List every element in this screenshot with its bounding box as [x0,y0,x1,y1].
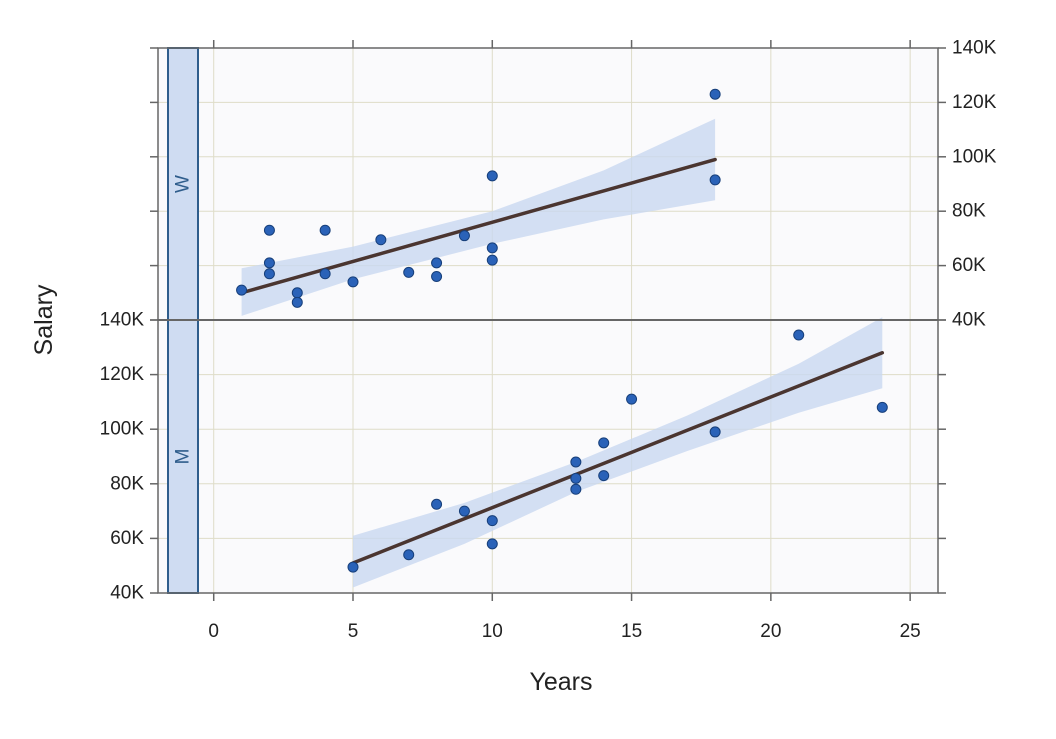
data-point [319,224,331,236]
data-point [263,268,275,280]
data-point [431,498,443,510]
panels-layer: WM [157,47,939,594]
data-point [431,257,443,269]
data-point [709,88,721,100]
data-point [793,329,805,341]
data-point [486,538,498,550]
strip-label: M [173,449,194,465]
data-point [375,234,387,246]
data-point [263,224,275,236]
data-point [458,230,470,242]
data-point [876,401,888,413]
x-tick-label: 25 [900,621,921,642]
regression-line [351,351,885,565]
data-point [486,515,498,527]
panel-W: W [157,47,939,321]
data-point [486,242,498,254]
data-point [570,456,582,468]
regression-line [239,157,717,295]
data-point [291,287,303,299]
strip-label: W [173,175,194,193]
data-point [403,549,415,561]
data-point [236,284,248,296]
data-point [709,426,721,438]
y-tick-label-right: 40K [952,310,986,331]
x-tick-label: 15 [621,621,642,642]
data-point [570,472,582,484]
y-axis-title: Salary [30,284,58,355]
data-point [626,393,638,405]
confidence-band [241,118,716,316]
strip-M [167,319,199,594]
data-point [486,170,498,182]
y-tick-label-left: 100K [100,419,145,440]
data-point [403,266,415,278]
y-tick-label-right: 120K [952,92,997,113]
y-tick-label-left: 80K [110,473,144,494]
panel-M: M [157,317,939,594]
x-tick-label: 10 [482,621,503,642]
data-point [263,257,275,269]
y-tick-label-right: 140K [952,38,997,59]
y-tick-label-left: 120K [100,364,145,385]
data-point [458,505,470,517]
y-tick-label-right: 80K [952,201,986,222]
x-tick-label: 20 [760,621,781,642]
data-point [431,270,443,282]
data-point [347,561,359,573]
data-point [486,254,498,266]
y-tick-label-right: 100K [952,146,997,167]
x-tick-label: 0 [208,621,219,642]
strip-W [167,47,199,321]
data-point [709,174,721,186]
data-point [598,470,610,482]
y-tick-label-left: 140K [100,310,145,331]
x-axis-title: Years [529,668,592,696]
y-tick-label-right: 60K [952,255,986,276]
y-tick-label-left: 60K [110,528,144,549]
x-tick-label: 5 [348,621,359,642]
data-point [598,437,610,449]
data-point [347,276,359,288]
y-tick-label-left: 40K [110,583,144,604]
axes-layer: 0 5 10 15 20 25 40K 60K 80K 100K 120K 140K 40K 60K 80K… [100,38,997,643]
data-point [570,483,582,495]
confidence-band [353,317,883,588]
data-point [291,296,303,308]
data-point [319,268,331,280]
